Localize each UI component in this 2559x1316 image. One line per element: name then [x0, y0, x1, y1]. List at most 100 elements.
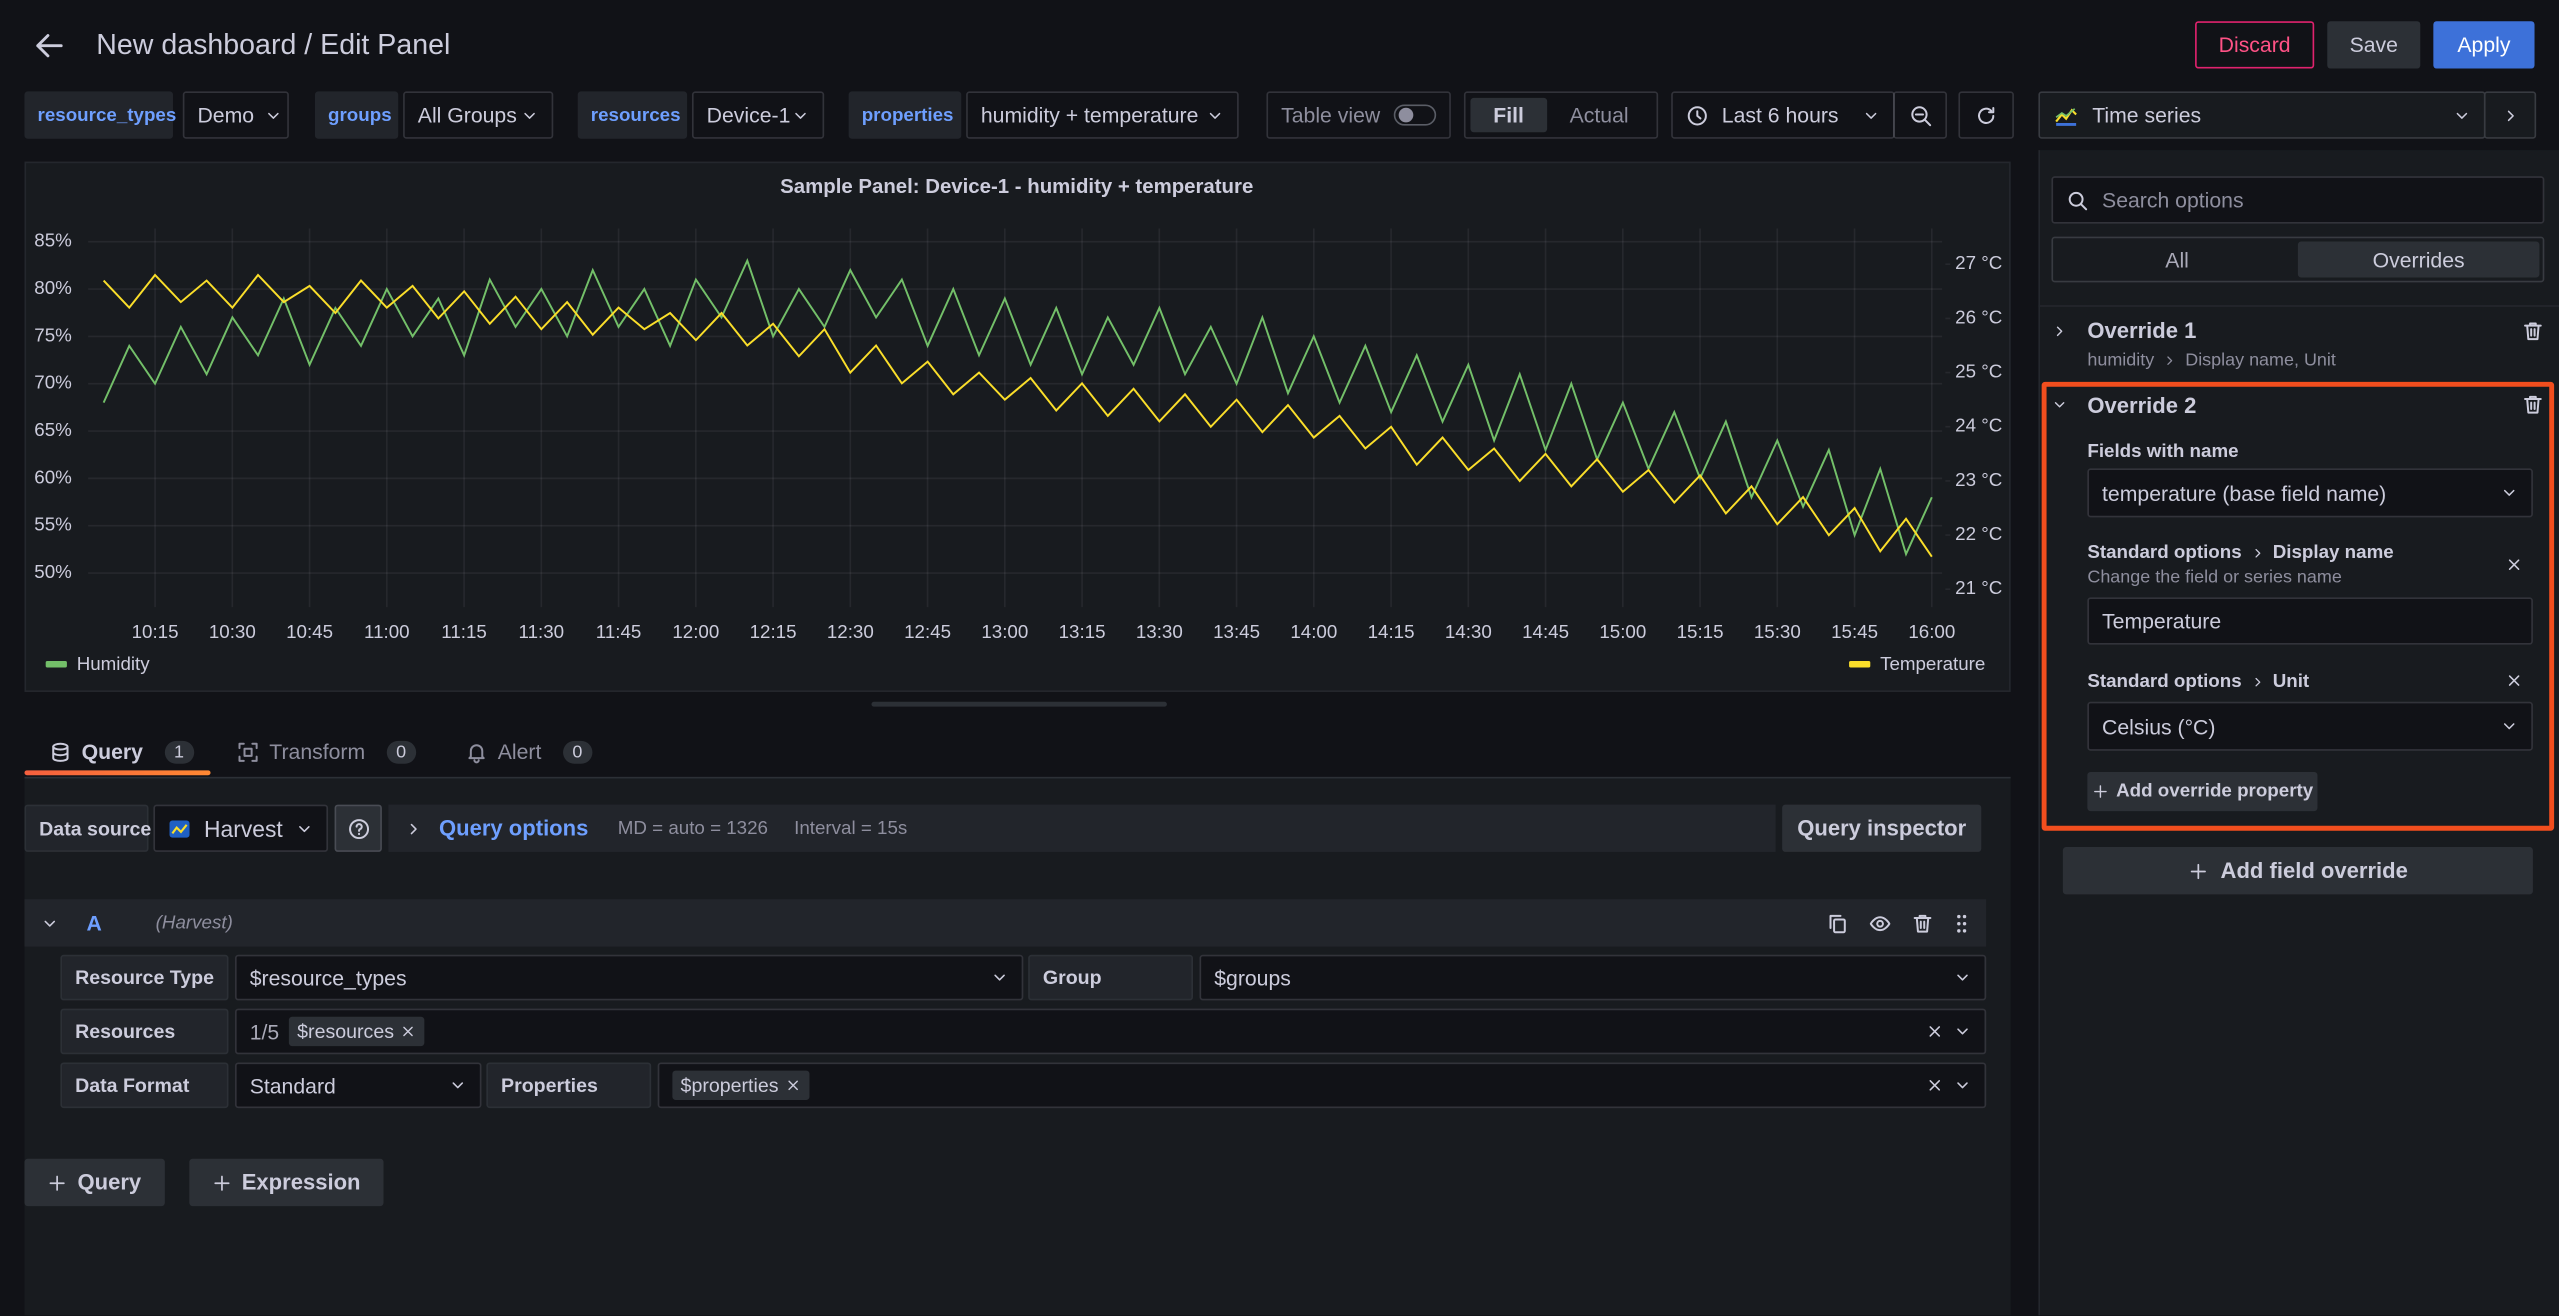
x-tick-label: 13:45	[1213, 621, 1260, 642]
property-name: Unit	[2272, 671, 2310, 692]
add-query-button[interactable]: Query	[24, 1158, 165, 1207]
icon-part	[2093, 785, 2107, 798]
x-tick-label: 10:15	[132, 621, 179, 642]
collapse-options-button[interactable]	[2483, 91, 2537, 139]
data-format-select[interactable]: Standard	[235, 1062, 482, 1109]
query-options[interactable]: Query options MD = auto = 1326 Interval = …	[388, 804, 1776, 852]
time-picker[interactable]: Last 6 hours	[1671, 91, 1895, 139]
query-tab[interactable]: Query 1	[49, 734, 194, 768]
x-icon[interactable]	[785, 1074, 801, 1097]
save-button[interactable]: Save	[2327, 21, 2421, 69]
remove-property[interactable]	[2505, 555, 2525, 575]
icon-graphic	[452, 1082, 464, 1089]
plus-icon	[212, 1171, 232, 1194]
add-field-override-button[interactable]: Add field override	[2062, 847, 2533, 895]
data-source-picker[interactable]: Harvest	[153, 804, 329, 852]
down-icon	[2453, 104, 2471, 127]
x-icon[interactable]	[401, 1020, 417, 1043]
overrides-tab[interactable]: Overrides	[2297, 241, 2540, 278]
icon-graphic	[214, 1174, 230, 1190]
icon-graphic	[1957, 974, 1968, 981]
visualization-picker[interactable]: Time series	[2038, 91, 2486, 139]
variable-value: Device-1	[706, 102, 791, 128]
add-expression-button[interactable]: Expression	[189, 1158, 384, 1207]
eye-icon[interactable]	[1869, 911, 1892, 934]
down-icon	[449, 1074, 467, 1097]
tabs-divider	[24, 776, 2011, 779]
options-divider	[2038, 305, 2559, 307]
help-button[interactable]	[334, 804, 382, 852]
icon-part	[348, 818, 369, 839]
panel: Sample Panel: Device-1 - humidity + temp…	[24, 161, 2011, 692]
icon-part	[2054, 401, 2065, 408]
apply-button[interactable]: Apply	[2433, 21, 2535, 69]
variable-select[interactable]: Device-1	[691, 91, 825, 139]
x-tick-label: 14:15	[1368, 621, 1415, 642]
x-icon[interactable]	[1926, 1074, 1944, 1097]
actual-option[interactable]: Actual	[1569, 102, 1629, 128]
icon-graphic	[2254, 677, 2260, 686]
back-icon	[33, 29, 66, 62]
legend-swatch	[45, 660, 67, 668]
all-tab[interactable]: All	[2165, 247, 2189, 272]
icon-graphic	[2507, 109, 2514, 121]
icon-graphic	[2190, 863, 2206, 879]
resource-type-select[interactable]: $resource_types	[235, 954, 1024, 1001]
search-options[interactable]: Search options	[2051, 176, 2545, 224]
properties-select[interactable]: $properties	[657, 1062, 1987, 1109]
override-toggle[interactable]	[2051, 393, 2071, 416]
delete-override[interactable]	[2521, 318, 2544, 344]
fill-option[interactable]: Fill	[1470, 97, 1547, 133]
remove-property[interactable]	[2505, 671, 2525, 691]
property-category: Standard options	[2087, 671, 2242, 692]
clock-icon	[1686, 104, 1709, 127]
variable-select[interactable]: All Groups	[403, 91, 554, 139]
icon-part	[2254, 548, 2260, 557]
icon-part	[2503, 723, 2515, 730]
resources-select[interactable]: 1/5 $resources	[235, 1008, 1987, 1055]
override-matcher: humidity	[2087, 350, 2155, 370]
down-icon	[792, 104, 810, 127]
unit-select[interactable]: Celsius (°C)	[2087, 701, 2533, 751]
icon-graphic	[1869, 915, 1891, 931]
override-toggle[interactable]	[2051, 320, 2071, 343]
x-icon[interactable]	[1926, 1020, 1944, 1043]
trash-icon[interactable]	[1911, 911, 1934, 934]
chip-label: $properties	[680, 1073, 779, 1097]
x-tick-label: 14:30	[1445, 621, 1492, 642]
display-name-input[interactable]: Temperature	[2087, 597, 2533, 645]
variable-select[interactable]: Demo	[182, 91, 289, 139]
matcher-select[interactable]: temperature (base field name)	[2087, 468, 2533, 518]
add-override-property-button[interactable]: Add override property	[2087, 771, 2318, 812]
delete-override[interactable]	[2521, 392, 2544, 418]
icon-part	[1869, 915, 1891, 931]
splitter-handle[interactable]	[871, 701, 1167, 707]
icon-graphic	[524, 112, 535, 119]
transform-tab[interactable]: Transform 0	[237, 734, 416, 768]
group-select[interactable]: $groups	[1199, 954, 1987, 1001]
bell-icon	[465, 740, 488, 763]
icon-part	[1957, 921, 1961, 925]
alert-tab[interactable]: Alert 0	[465, 734, 593, 768]
variable-select[interactable]: humidity + temperature	[966, 91, 1239, 139]
icon-part	[44, 919, 56, 926]
y-tick-label: 70%	[34, 372, 72, 393]
copy-icon[interactable]	[1826, 911, 1849, 934]
discard-button[interactable]: Discard	[2195, 21, 2315, 69]
right-icon	[405, 817, 423, 840]
icon-graphic	[169, 819, 190, 837]
refresh-button[interactable]	[1958, 91, 2014, 139]
icon-part	[2524, 322, 2542, 341]
icon-part	[1833, 917, 1846, 933]
table-view-toggle[interactable]: Table view	[1266, 91, 1451, 139]
back-button[interactable]	[33, 26, 72, 65]
query-inspector-button[interactable]: Query inspector	[1782, 804, 1982, 852]
zoom-out-button[interactable]	[1893, 91, 1947, 139]
down-icon[interactable]	[41, 911, 59, 934]
icon-graphic	[410, 822, 417, 834]
icon-graphic	[1829, 914, 1846, 933]
icon-graphic	[2054, 401, 2065, 408]
x-tick-label: 11:00	[364, 621, 410, 642]
y-tick-label: 80%	[34, 277, 72, 298]
property-name: Display name	[2272, 542, 2394, 563]
